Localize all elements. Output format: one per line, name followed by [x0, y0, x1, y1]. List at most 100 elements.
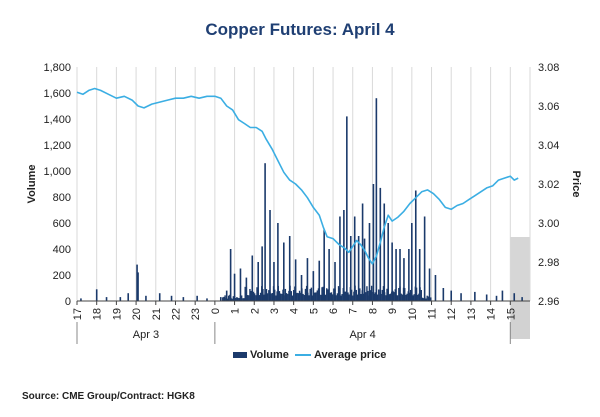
volume-bar: [361, 203, 364, 301]
volume-bar: [353, 216, 356, 301]
volume-bar: [333, 288, 335, 301]
volume-bar: [331, 294, 334, 301]
volume-bar: [336, 293, 339, 301]
volume-bar: [428, 268, 431, 301]
volume-bar: [294, 259, 297, 301]
x-tick-label: 3: [269, 308, 281, 314]
volume-bar: [421, 297, 424, 301]
x-tick-label: 12: [446, 308, 458, 320]
volume-bar: [283, 242, 285, 301]
volume-bar: [352, 295, 354, 301]
volume-bar: [426, 295, 428, 301]
volume-bar: [370, 285, 373, 301]
x-tick-label: 21: [151, 308, 163, 320]
volume-bar: [291, 295, 294, 301]
volume-bar: [246, 295, 249, 301]
volume-bar: [399, 249, 401, 301]
x-tick-label: 19: [111, 308, 123, 320]
volume-bar: [334, 262, 336, 301]
x-tick-label: 14: [486, 308, 498, 320]
volume-bar: [310, 287, 313, 301]
volume-bar: [409, 289, 412, 301]
volume-bar: [383, 203, 386, 301]
volume-bar: [311, 295, 314, 301]
volume-bar: [324, 294, 327, 301]
volume-bar: [249, 288, 251, 301]
volume-bar: [365, 292, 367, 301]
vertical-gridlines: [76, 67, 531, 301]
volume-bar: [442, 288, 445, 301]
volume-bar: [316, 290, 318, 301]
volume-bar: [306, 258, 309, 301]
volume-bar: [395, 249, 397, 301]
volume-bar: [231, 298, 233, 301]
volume-bar: [392, 290, 394, 301]
volume-bar: [137, 272, 139, 301]
x-tick-label: 4: [289, 308, 301, 314]
volume-bar: [329, 292, 331, 301]
volume-bar: [296, 292, 298, 301]
volume-bar: [327, 289, 329, 301]
volume-bar: [288, 236, 291, 301]
x-tick-label: 5: [308, 308, 320, 314]
volume-bar: [127, 293, 130, 301]
volume-bar: [386, 288, 388, 301]
x-tick-label: 13: [466, 308, 478, 320]
volume-bar: [269, 210, 271, 301]
x-tick-label: 8: [367, 308, 379, 314]
y-left-tick-label: 1,000: [43, 166, 71, 178]
legend-label-volume: Volume: [250, 349, 289, 361]
y-left-tick-label: 1,200: [43, 140, 71, 152]
volume-bar: [474, 291, 476, 301]
volume-bar: [170, 295, 173, 301]
volume-bar: [303, 294, 305, 301]
volume-bar: [375, 289, 378, 301]
volume-bar: [383, 292, 386, 301]
volume-bar: [413, 294, 415, 301]
volume-bar: [354, 285, 356, 301]
date-labels: Apr 3 Apr 4: [76, 322, 511, 344]
volume-bar: [387, 223, 389, 301]
y-right-tick-label: 3.06: [538, 101, 559, 113]
volume-bar: [382, 286, 385, 301]
volume-bar: [145, 295, 147, 301]
volume-bar: [430, 297, 432, 301]
volume-bar: [380, 293, 382, 301]
price-line-path: [76, 87, 519, 265]
volume-bar: [356, 294, 359, 301]
volume-bar: [275, 295, 277, 301]
volume-bar: [346, 293, 348, 301]
volume-bars: [80, 98, 523, 302]
y-axis-label-left: Volume: [26, 165, 38, 204]
volume-bar: [361, 290, 363, 301]
y-left-tick-label: 200: [53, 270, 71, 282]
volume-bar: [105, 297, 108, 301]
y-right-tick-label: 3.04: [538, 140, 559, 152]
volume-bar: [372, 291, 374, 301]
volume-bar: [225, 297, 227, 301]
volume-bar: [381, 289, 383, 301]
volume-bar: [379, 294, 381, 301]
volume-bar: [344, 291, 347, 301]
volume-bar: [359, 288, 361, 301]
volume-bar: [317, 288, 320, 301]
volume-bar: [501, 290, 504, 301]
volume-bar: [394, 289, 396, 301]
volume-bar: [314, 292, 316, 301]
volume-bar: [119, 297, 122, 301]
volume-bar: [318, 260, 321, 301]
volume-bar: [248, 295, 250, 301]
volume-bar: [373, 293, 375, 301]
volume-bar: [225, 290, 228, 301]
volume-bar: [337, 286, 340, 301]
x-tick-label: 23: [190, 308, 202, 320]
volume-bar: [309, 288, 311, 301]
volume-bar: [323, 294, 326, 301]
volume-bar: [326, 288, 328, 301]
volume-bar: [375, 98, 378, 301]
volume-bar: [250, 290, 252, 301]
volume-bar: [355, 289, 357, 301]
volume-bar: [292, 290, 295, 301]
volume-bar: [229, 294, 231, 301]
volume-bar: [495, 295, 498, 301]
